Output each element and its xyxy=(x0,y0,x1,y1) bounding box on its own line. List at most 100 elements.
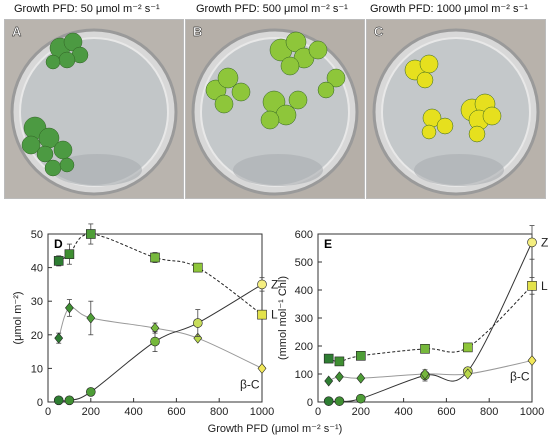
data-point-diamond xyxy=(420,368,430,380)
y-tick-label: 20 xyxy=(31,330,43,342)
x-tick-label: 400 xyxy=(124,406,142,418)
x-tick-label: 800 xyxy=(480,406,498,418)
frond-cluster xyxy=(404,54,502,143)
panel-letter: D xyxy=(54,237,63,251)
data-point-diamond xyxy=(463,368,473,380)
x-tick-label: 1000 xyxy=(250,406,274,418)
data-point-circle xyxy=(257,279,267,290)
data-point-diamond xyxy=(54,332,64,344)
x-tick-label: 600 xyxy=(437,406,455,418)
data-point-diamond xyxy=(65,302,74,314)
data-point-square xyxy=(86,229,96,239)
x-tick-label: 1000 xyxy=(520,406,544,418)
data-point-circle xyxy=(64,395,75,406)
photo-title-b: Growth PFD: 500 μmol m⁻² s⁻¹ xyxy=(196,3,348,15)
y-tick-label: 0 xyxy=(37,397,43,409)
data-point-circle xyxy=(355,393,366,404)
data-point-square xyxy=(420,344,430,354)
photo-title-a: Growth PFD: 50 μmol m⁻² s⁻¹ xyxy=(14,3,160,15)
x-tick-label: 600 xyxy=(167,406,185,418)
data-point-circle xyxy=(527,237,537,248)
y-tick-label: 500 xyxy=(295,257,313,269)
y-tick-label: 200 xyxy=(295,341,313,353)
data-point-square xyxy=(53,256,64,266)
data-point-diamond xyxy=(356,372,366,384)
photo-letter-a: A xyxy=(12,24,22,39)
frond xyxy=(59,157,75,173)
series-line xyxy=(58,233,263,316)
data-point-diamond xyxy=(335,371,344,383)
frond xyxy=(260,110,280,130)
photo-title-c: Growth PFD: 1000 μmol m⁻² s⁻¹ xyxy=(370,3,528,15)
frond xyxy=(44,159,62,177)
series-line xyxy=(328,285,533,362)
photo-letter-c: C xyxy=(374,24,384,39)
data-point-diamond xyxy=(86,312,96,324)
chart-panel-e: 0 200 400 600 800 1000 0 100 200 300 400 500 600 (mmo… xyxy=(277,225,548,418)
frond-cluster xyxy=(205,31,346,130)
y-tick-label: 100 xyxy=(295,369,313,381)
data-point-circle xyxy=(323,396,334,406)
y-axis-label: (μmol m⁻²) xyxy=(12,291,24,344)
y-axis-label: (mmol mol⁻¹ Chl) xyxy=(277,276,289,360)
data-point-square xyxy=(527,281,537,291)
data-point-circle xyxy=(193,318,203,328)
x-tick-label: 200 xyxy=(352,406,370,418)
y-tick-label: 600 xyxy=(295,229,313,241)
data-point-circle xyxy=(334,396,345,406)
y-tick-label: 300 xyxy=(295,313,313,325)
data-point-square xyxy=(64,249,75,259)
frond xyxy=(36,145,54,163)
frond xyxy=(53,140,73,160)
frond-cluster xyxy=(21,32,89,177)
frond xyxy=(421,124,437,140)
photo-panel-b: B xyxy=(185,19,365,199)
petri-dish-image-a: A xyxy=(5,20,183,198)
y-tick-label: 50 xyxy=(31,229,43,241)
data-point-square xyxy=(334,356,345,367)
y-tick-label: 10 xyxy=(31,363,43,375)
photo-letter-b: B xyxy=(193,24,202,39)
series-line xyxy=(58,283,263,402)
series-label: L xyxy=(271,308,278,322)
frond xyxy=(217,67,239,89)
frond xyxy=(308,40,328,60)
x-tick-label: 400 xyxy=(394,406,412,418)
petri-dish-image-b: B xyxy=(186,20,364,198)
data-point-diamond xyxy=(324,375,334,387)
data-point-diamond xyxy=(527,355,537,367)
frond xyxy=(231,82,251,102)
frond xyxy=(482,106,502,126)
petri-dish-image-c: C xyxy=(367,20,545,198)
frond xyxy=(468,125,486,143)
data-point-circle xyxy=(53,395,64,406)
data-point-square xyxy=(257,309,267,320)
series-label: L xyxy=(541,279,548,293)
x-tick-label: 0 xyxy=(315,406,321,418)
data-point-circle xyxy=(86,387,96,397)
y-tick-label: 400 xyxy=(295,285,313,297)
frond xyxy=(288,90,308,110)
series-label: β-C xyxy=(240,377,260,391)
y-tick-label: 30 xyxy=(31,296,43,308)
data-point-square xyxy=(355,351,366,361)
x-tick-label: 0 xyxy=(45,406,51,418)
data-point-square xyxy=(462,342,473,353)
frond xyxy=(21,135,41,155)
data-point-square xyxy=(150,252,160,263)
y-tick-label: 40 xyxy=(31,263,43,275)
series-label: Z xyxy=(271,277,278,291)
chart-panel-d: 0 200 400 600 800 1000 0 10 20 30 40 50 (μmol m⁻²) D L… xyxy=(12,223,278,418)
frond xyxy=(214,94,234,114)
x-tick-label: 200 xyxy=(82,406,100,418)
data-point-square xyxy=(193,262,203,273)
frond xyxy=(58,51,76,69)
data-point-circle xyxy=(150,336,160,347)
photo-panel-a: A xyxy=(4,19,184,199)
frond xyxy=(45,54,61,70)
frond xyxy=(419,54,439,74)
series-label: β-C xyxy=(510,370,530,384)
panel-letter: E xyxy=(324,237,332,251)
frond xyxy=(416,71,434,89)
